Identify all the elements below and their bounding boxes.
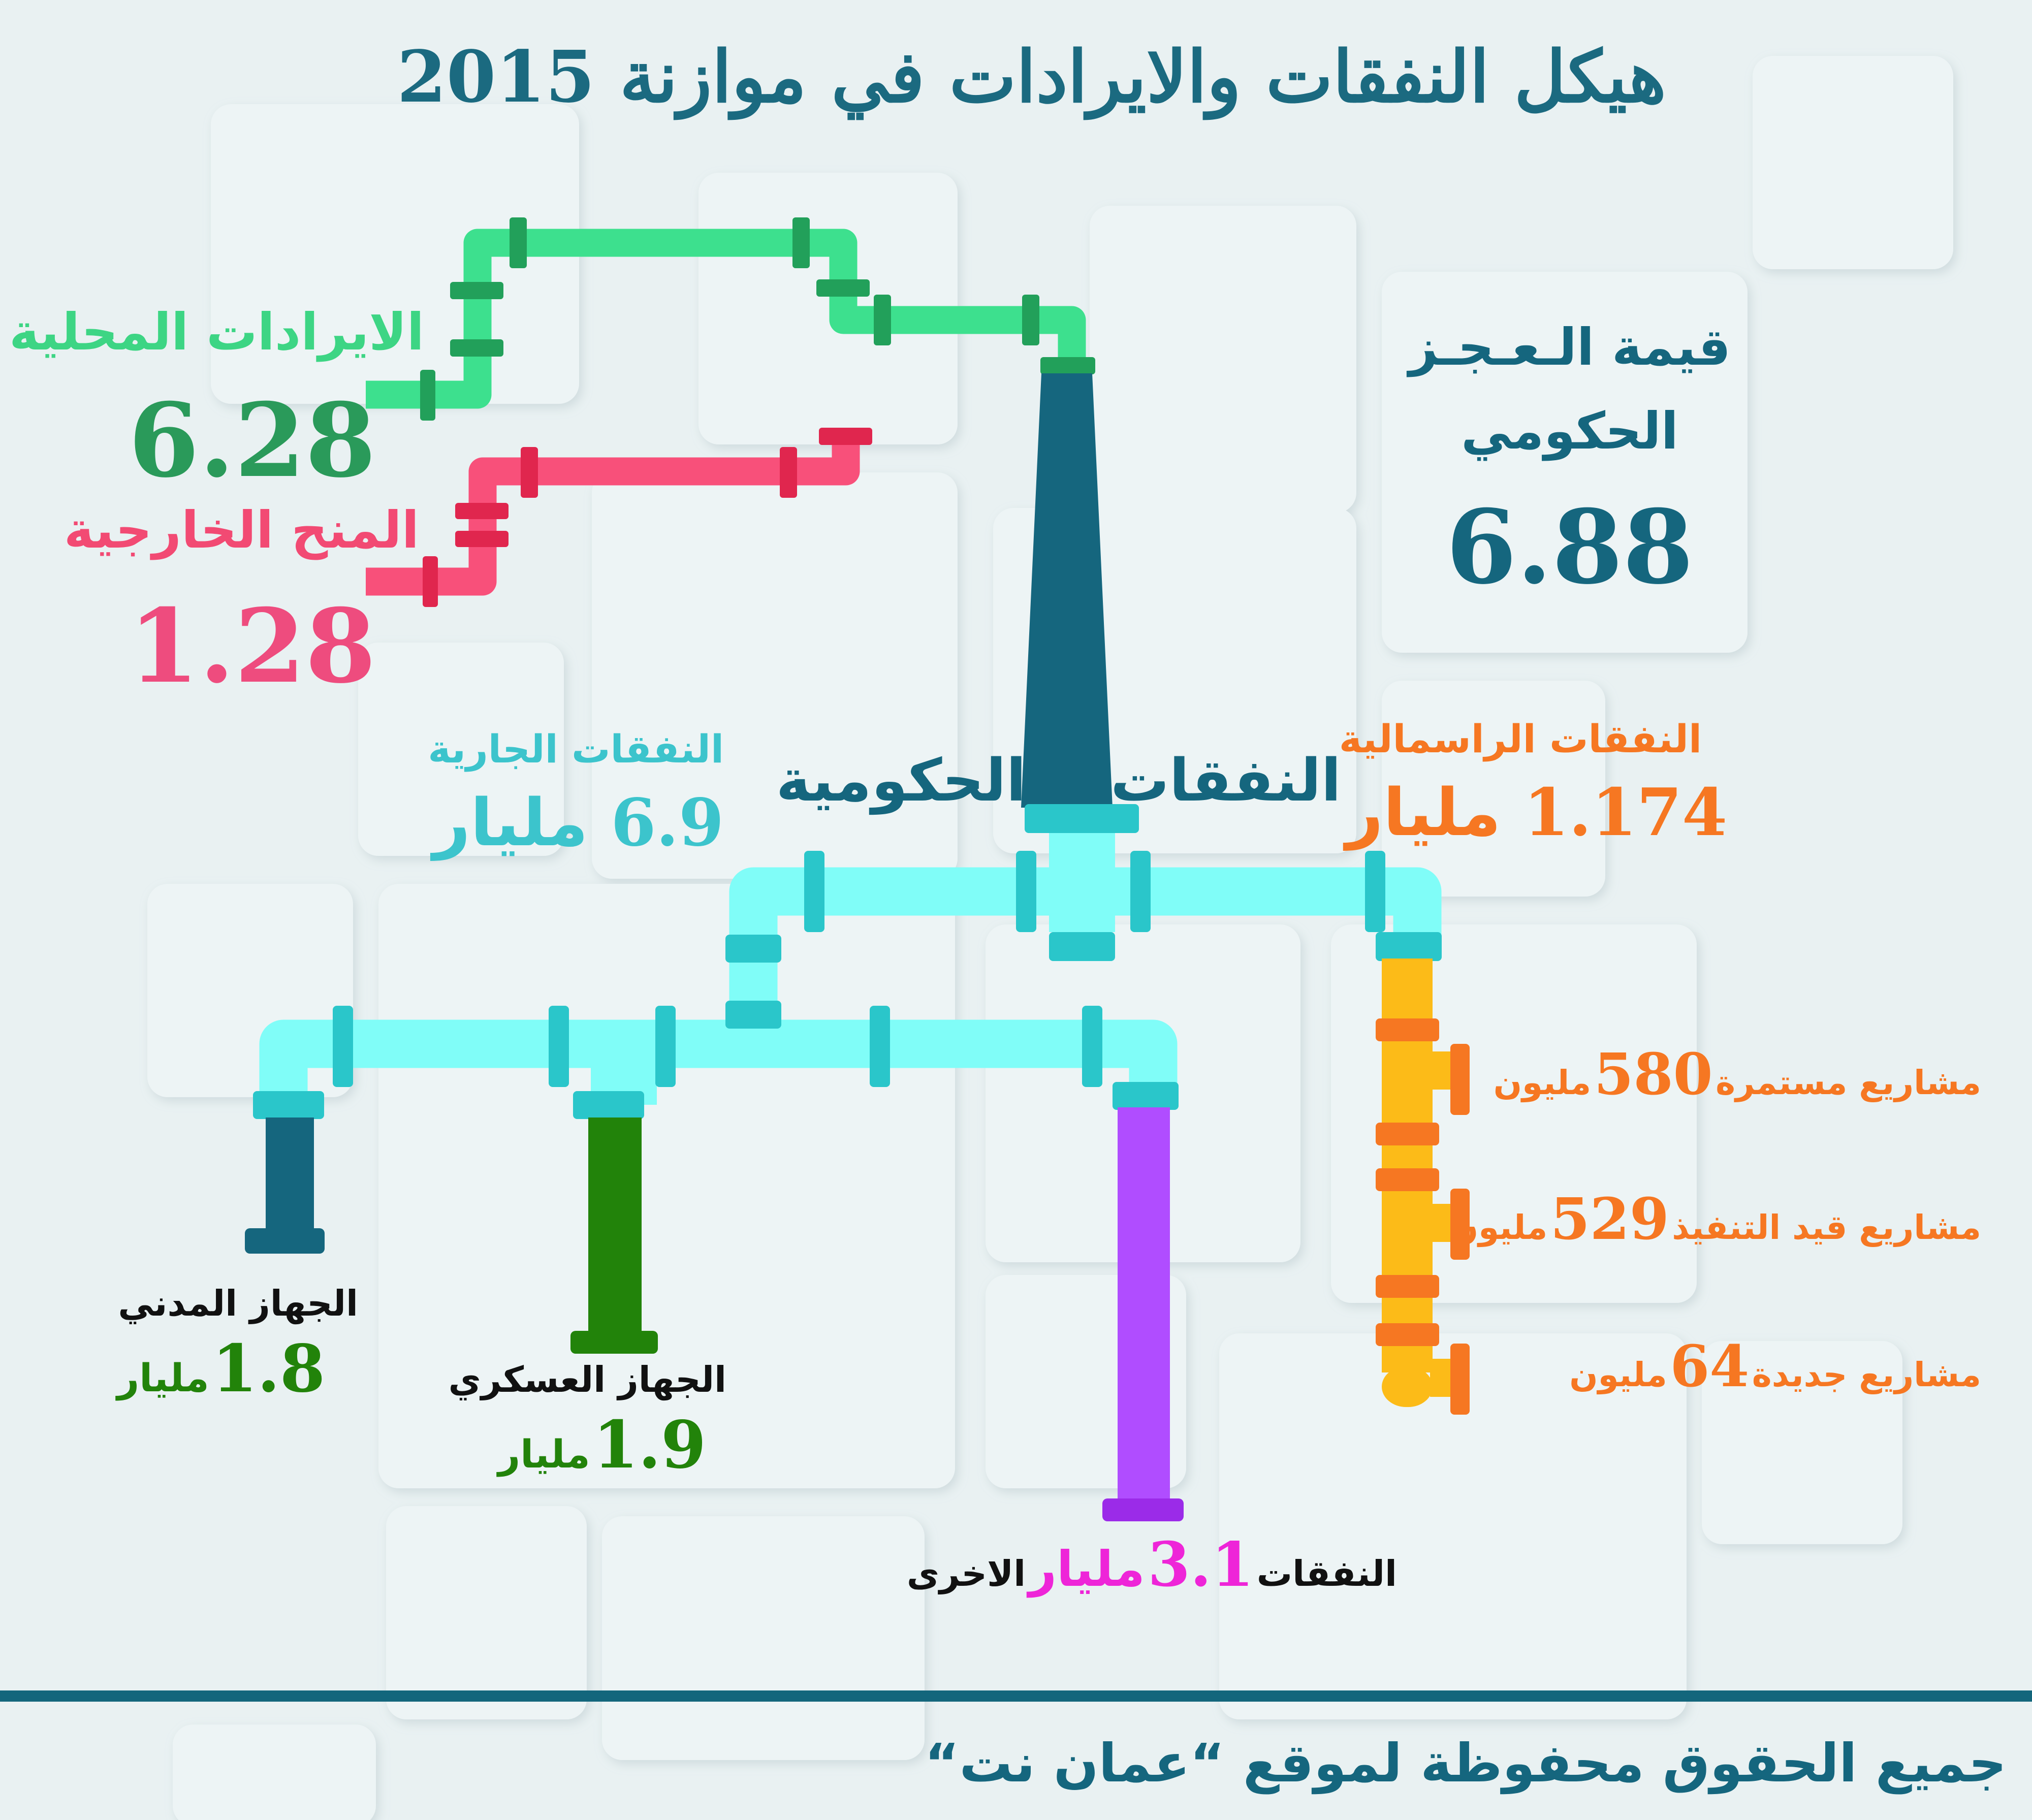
government-expenditure-label-a: النفقات <box>1110 747 1341 815</box>
civil-amount: 1.8 مليار <box>91 1331 325 1407</box>
government-trunk <box>1021 373 1139 833</box>
project-in-progress-value: 529 <box>1550 1186 1669 1253</box>
capital-spending-label: النفقات الراسمالية <box>1339 716 1702 761</box>
other-pipe <box>1102 1107 1184 1521</box>
current-spending-value: 6.9 <box>611 785 724 861</box>
other-spending-label-b: الاخرى <box>906 1553 1026 1594</box>
military-amount: 1.9 مليار <box>472 1407 706 1483</box>
grants-value: 1.28 <box>128 587 376 706</box>
local-revenue-value: 6.28 <box>128 381 376 500</box>
other-spending-label-a: النفقات <box>1256 1553 1397 1594</box>
local-revenue-pipe <box>366 217 1095 421</box>
grants-label: المنح الخارجية <box>64 500 419 560</box>
other-spending-value: 3.1 <box>1148 1529 1254 1601</box>
civil-label: الجهاز المدني <box>118 1283 358 1324</box>
government-expenditure-label-b: الحكومية <box>776 747 1026 815</box>
project-new-value: 64 <box>1670 1333 1750 1400</box>
project-ongoing-unit: مليون <box>1493 1063 1592 1102</box>
footer-divider <box>0 1690 2032 1702</box>
current-spending-amount: 6.9 مليار <box>433 785 724 861</box>
other-spending-unit: مليار <box>1028 1541 1145 1598</box>
capital-spending-unit: مليار <box>1346 775 1501 851</box>
project-ongoing-value: 580 <box>1594 1041 1713 1108</box>
grants-pipe <box>366 428 872 607</box>
capital-spending-amount: 1.174 مليار <box>1346 775 1727 851</box>
deficit-label-line2: الحكومي <box>1461 401 1678 461</box>
military-pipe <box>570 1117 658 1354</box>
project-new-unit: مليون <box>1569 1355 1667 1394</box>
deficit-value: 6.88 <box>1446 488 1694 607</box>
deficit-label-line1: قيمة الـعـجـز <box>1409 317 1731 377</box>
current-spending-unit: مليار <box>433 785 588 861</box>
project-in-progress: مشاريع قيد التنفيذ 529 مليون <box>1450 1186 1981 1253</box>
project-ongoing-label: مشاريع مستمرة <box>1716 1063 1981 1102</box>
other-spending: النفقات 3.1 مليار الاخرى <box>823 1529 1397 1601</box>
project-ongoing: مشاريع مستمرة 580 مليون <box>1494 1041 1981 1108</box>
local-revenue-label: الايرادات المحلية <box>9 302 424 362</box>
project-new: مشاريع جديدة 64 مليون <box>1494 1333 1981 1400</box>
current-spending-pipes <box>253 833 1442 1119</box>
military-label: الجهاز العسكري <box>448 1359 726 1400</box>
civil-pipe <box>245 1117 325 1254</box>
project-in-progress-label: مشاريع قيد التنفيذ <box>1672 1208 1981 1247</box>
capital-spending-value: 1.174 <box>1523 775 1727 851</box>
capital-pipe <box>1376 959 1470 1415</box>
military-value: 1.9 <box>593 1407 706 1483</box>
page-title: هيكل النفقات والايرادات في موازنة 2015 <box>397 36 1666 119</box>
current-spending-label: النفقات الجارية <box>428 726 724 772</box>
project-in-progress-unit: مليون <box>1449 1208 1548 1247</box>
project-new-label: مشاريع جديدة <box>1752 1355 1981 1394</box>
civil-unit: مليار <box>117 1355 209 1400</box>
civil-value: 1.8 <box>212 1331 325 1407</box>
footer-copyright: جميع الحقوق محفوظة لموقع “عمان نت“ <box>925 1732 2007 1794</box>
military-unit: مليار <box>498 1431 590 1477</box>
